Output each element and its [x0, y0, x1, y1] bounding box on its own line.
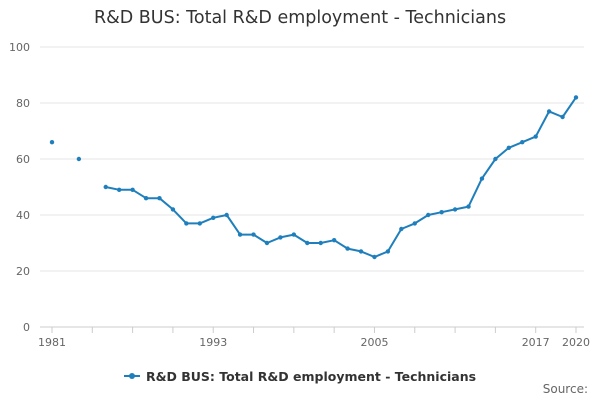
legend: R&D BUS: Total R&D employment - Technici…: [0, 365, 600, 384]
data-point: [399, 226, 404, 232]
legend-label: R&D BUS: Total R&D employment - Technici…: [145, 368, 477, 384]
data-point: [143, 196, 149, 201]
data-point: [479, 176, 485, 181]
data-point: [157, 196, 162, 201]
data-point: [331, 238, 337, 243]
y-tick-label: 100: [9, 41, 30, 54]
x-tick-label: 1993: [199, 336, 227, 349]
x-tick-label: 2017: [522, 336, 550, 349]
data-points: [49, 95, 579, 260]
data-point: [412, 221, 417, 226]
data-point: [426, 212, 431, 218]
data-point: [116, 187, 122, 192]
grid-lines: [40, 46, 584, 272]
data-point: [533, 134, 538, 139]
data-point: [385, 249, 391, 254]
data-point: [546, 109, 552, 114]
y-tick-label: 80: [16, 97, 30, 110]
data-point: [224, 212, 229, 218]
data-point: [573, 95, 579, 100]
x-tick-label: 1981: [38, 336, 66, 349]
data-point: [237, 232, 243, 237]
data-point: [506, 145, 512, 150]
y-tick-label: 0: [23, 321, 30, 334]
x-tick-label: 2020: [562, 336, 590, 349]
legend-swatch-icon: [123, 373, 140, 379]
data-point: [560, 114, 565, 120]
data-point: [372, 254, 377, 260]
y-tick-label: 20: [16, 265, 30, 278]
data-point: [345, 246, 350, 251]
data-point: [197, 221, 202, 226]
data-point: [264, 240, 270, 246]
legend-item[interactable]: R&D BUS: Total R&D employment - Technici…: [123, 368, 477, 384]
data-point: [452, 207, 458, 212]
data-point: [251, 232, 256, 237]
data-point: [358, 249, 364, 254]
data-point: [76, 156, 82, 162]
data-point: [49, 140, 55, 145]
chart-title: R&D BUS: Total R&D employment - Technici…: [93, 8, 507, 28]
data-point: [466, 204, 471, 209]
data-point: [291, 232, 297, 237]
data-point: [170, 207, 176, 212]
source-label: Source:: [542, 382, 588, 396]
data-point: [103, 184, 108, 190]
y-tick-label: 60: [16, 153, 30, 166]
data-point: [211, 215, 216, 220]
data-point: [184, 221, 189, 226]
data-point: [520, 140, 525, 145]
axes: [40, 326, 584, 333]
tick-labels: 0 20 40 60 80 100 1981 1993 2005 2017 2020: [9, 41, 590, 349]
data-point: [439, 210, 444, 215]
data-point: [318, 240, 323, 246]
data-point: [493, 156, 498, 162]
y-tick-label: 40: [16, 209, 30, 222]
x-tick-label: 2005: [360, 336, 388, 349]
series-line: [105, 96, 577, 258]
data-point: [130, 187, 135, 192]
series-line-segment: [105, 96, 577, 258]
data-point: [305, 240, 310, 246]
data-point: [278, 235, 283, 240]
